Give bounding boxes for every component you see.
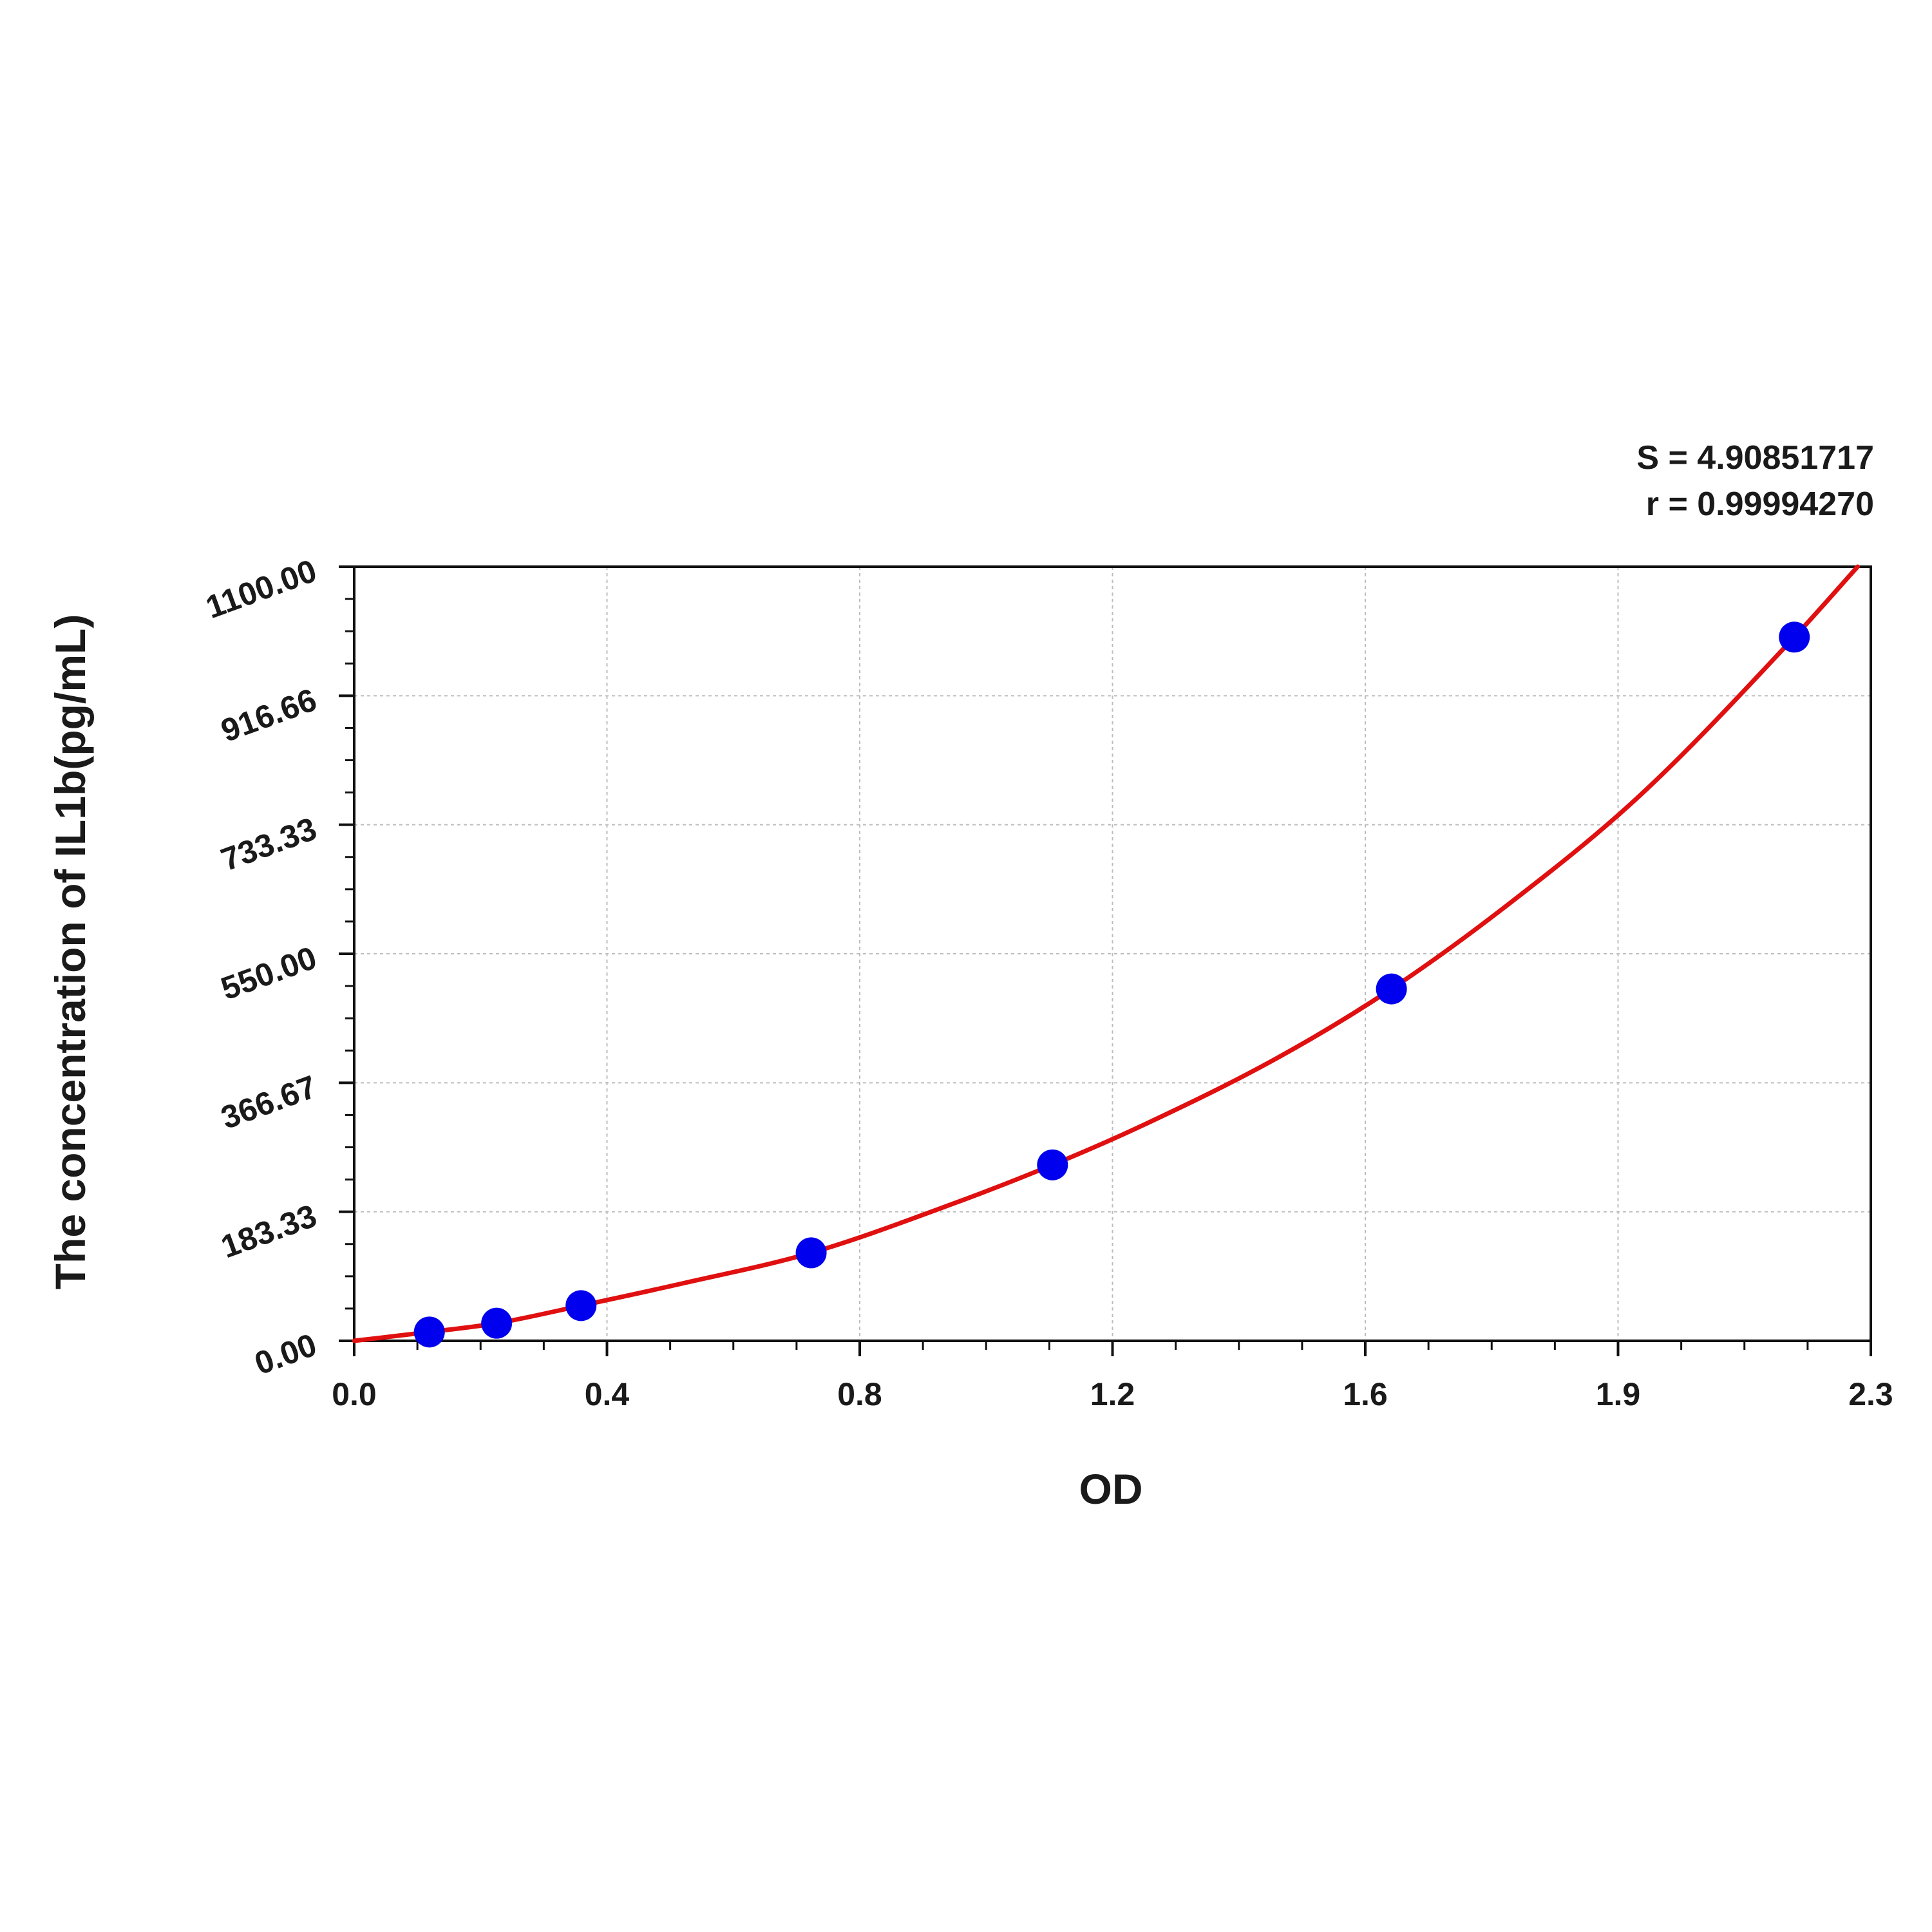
y-tick-label: 1100.00 <box>201 553 321 625</box>
x-tick-label: 1.2 <box>1090 1376 1135 1412</box>
y-axis-title: The concentration of IL1b(pg/mL) <box>46 614 94 1290</box>
r-statistic: r = 0.99994270 <box>1646 486 1874 523</box>
data-points <box>413 621 1810 1348</box>
y-tick-label: 366.67 <box>216 1068 321 1136</box>
y-tick-label: 0.00 <box>250 1327 321 1382</box>
data-point <box>413 1316 445 1348</box>
y-tick-label: 916.66 <box>216 681 321 749</box>
y-tick-label: 183.33 <box>216 1197 321 1265</box>
plot-area-frame <box>353 565 1872 1342</box>
x-tick-label: 0.4 <box>585 1376 630 1412</box>
data-point <box>1376 973 1407 1005</box>
data-point <box>795 1237 827 1269</box>
data-point <box>1779 621 1810 653</box>
data-point <box>1037 1149 1068 1180</box>
x-tick-label: 0.0 <box>332 1376 377 1412</box>
x-tick-label: 0.8 <box>837 1376 882 1412</box>
x-tick-label: 2.3 <box>1848 1376 1893 1412</box>
x-axis-title: OD <box>1079 1465 1143 1513</box>
minor-ticks <box>339 565 1872 1356</box>
data-point <box>565 1290 597 1321</box>
x-tick-label: 1.9 <box>1596 1376 1641 1412</box>
y-tick-label: 733.33 <box>216 810 321 878</box>
s-statistic: S = 4.90851717 <box>1636 439 1874 477</box>
grid-lines <box>354 567 1871 1341</box>
x-tick-label: 1.6 <box>1343 1376 1388 1412</box>
y-tick-labels: 0.00 183.33 366.67 550.00 733.33 916.66 1100.0… <box>201 553 321 1382</box>
y-tick-label: 550.00 <box>216 940 321 1007</box>
x-tick-labels: 0.0 0.4 0.8 1.2 1.6 1.9 2.3 <box>332 1376 1893 1412</box>
data-point <box>481 1307 513 1339</box>
